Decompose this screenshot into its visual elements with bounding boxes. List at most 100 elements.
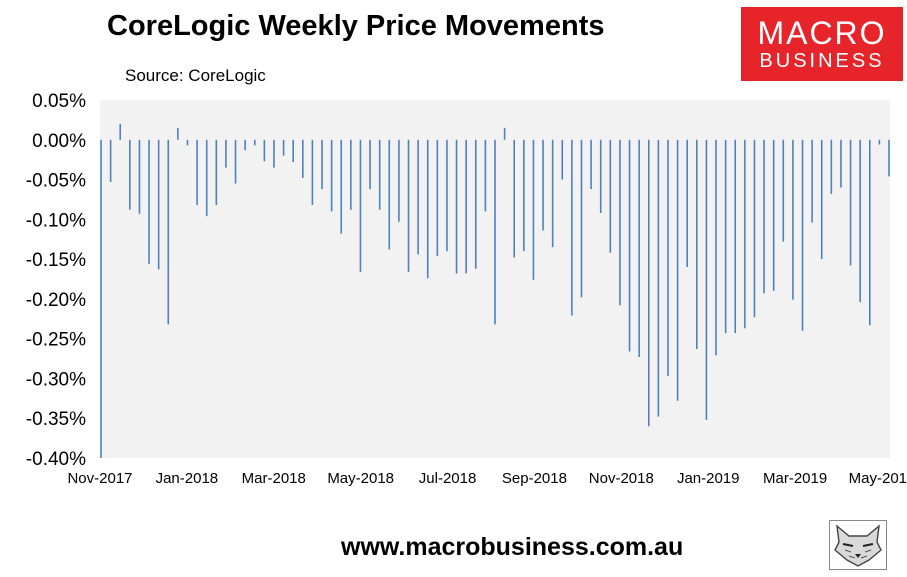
bar — [474, 139, 477, 269]
bar — [878, 139, 881, 145]
bar — [599, 139, 602, 213]
bar — [484, 139, 487, 212]
bar — [359, 139, 362, 272]
bar — [196, 139, 198, 206]
bar — [772, 139, 775, 291]
bar — [157, 139, 160, 270]
bar — [686, 139, 688, 268]
bar — [426, 139, 429, 279]
bar — [436, 139, 439, 256]
x-tick-label: Mar-2018 — [242, 470, 306, 487]
bar — [503, 127, 506, 140]
logo-line-2: BUSINESS — [759, 50, 885, 72]
bar — [523, 139, 525, 252]
bar — [657, 139, 660, 417]
bar — [811, 139, 813, 223]
bar — [292, 139, 294, 163]
y-tick-label: -0.25% — [26, 330, 86, 351]
chart-title: CoreLogic Weekly Price Movements — [107, 10, 605, 42]
bar — [407, 139, 410, 272]
bar — [378, 139, 381, 210]
bar — [253, 139, 256, 146]
bar — [571, 139, 573, 316]
bar — [388, 139, 391, 250]
bar — [792, 139, 794, 300]
x-tick-label: Nov-2017 — [67, 470, 132, 487]
bar — [820, 139, 823, 260]
x-tick-label: May-2019 — [849, 470, 907, 487]
bar — [205, 139, 208, 217]
x-tick-label: Jul-2018 — [419, 470, 477, 487]
y-tick-label: -0.40% — [26, 449, 86, 470]
bar — [782, 139, 785, 242]
bar — [138, 139, 141, 214]
bar — [215, 139, 218, 206]
bar — [119, 123, 122, 140]
bar — [455, 139, 458, 274]
x-tick-label: Nov-2018 — [589, 470, 654, 487]
bar — [551, 139, 554, 248]
bar — [734, 139, 737, 334]
bar — [638, 139, 640, 357]
bar — [696, 139, 698, 350]
bar — [311, 139, 314, 206]
bar — [109, 139, 112, 182]
bar — [494, 139, 496, 325]
bar — [148, 139, 150, 264]
y-tick-label: 0.05% — [32, 91, 86, 112]
x-tick-label: Jan-2018 — [156, 470, 219, 487]
macrobusiness-logo: MACRO BUSINESS — [741, 7, 903, 81]
x-tick-label: Mar-2019 — [763, 470, 827, 487]
bar — [177, 127, 179, 140]
y-tick-label: -0.35% — [26, 409, 86, 430]
bar — [724, 139, 727, 334]
bar — [580, 139, 583, 298]
bar — [840, 139, 842, 188]
bar — [609, 139, 612, 253]
bar — [417, 139, 419, 255]
bar — [186, 139, 189, 146]
bar — [619, 139, 621, 306]
bar — [225, 139, 227, 168]
chart-source: Source: CoreLogic — [125, 66, 266, 85]
bar — [849, 139, 852, 266]
bar — [273, 139, 275, 168]
bar — [561, 139, 564, 180]
bar — [513, 139, 516, 258]
bar — [888, 139, 890, 177]
logo-line-1: MACRO — [757, 15, 887, 51]
bar — [244, 139, 246, 151]
y-tick-label: -0.05% — [26, 171, 86, 192]
bar — [321, 139, 323, 190]
bar — [340, 139, 343, 234]
bar — [129, 139, 131, 210]
bar — [647, 139, 650, 427]
bar — [446, 139, 448, 252]
bar — [868, 139, 871, 326]
footer-url: www.macrobusiness.com.au — [341, 533, 684, 561]
y-tick-label: -0.20% — [26, 290, 86, 311]
bar — [801, 139, 804, 331]
bar — [705, 139, 708, 420]
bar — [830, 139, 833, 194]
bar — [100, 139, 102, 458]
y-tick-label: -0.15% — [26, 250, 86, 271]
bar — [542, 139, 544, 231]
bar — [398, 139, 400, 222]
bar — [859, 139, 861, 303]
bar — [676, 139, 679, 401]
bar — [753, 139, 756, 318]
bar — [350, 139, 352, 210]
bar — [282, 139, 285, 156]
x-tick-label: Sep-2018 — [502, 470, 567, 487]
bar — [744, 139, 746, 329]
y-tick-label: 0.00% — [32, 131, 86, 152]
bar — [330, 139, 333, 212]
bar — [763, 139, 765, 294]
bars-group — [100, 123, 890, 458]
bar — [263, 139, 266, 162]
bar — [532, 139, 535, 280]
bar — [465, 139, 467, 274]
bar — [234, 139, 237, 184]
x-tick-label: May-2018 — [327, 470, 394, 487]
